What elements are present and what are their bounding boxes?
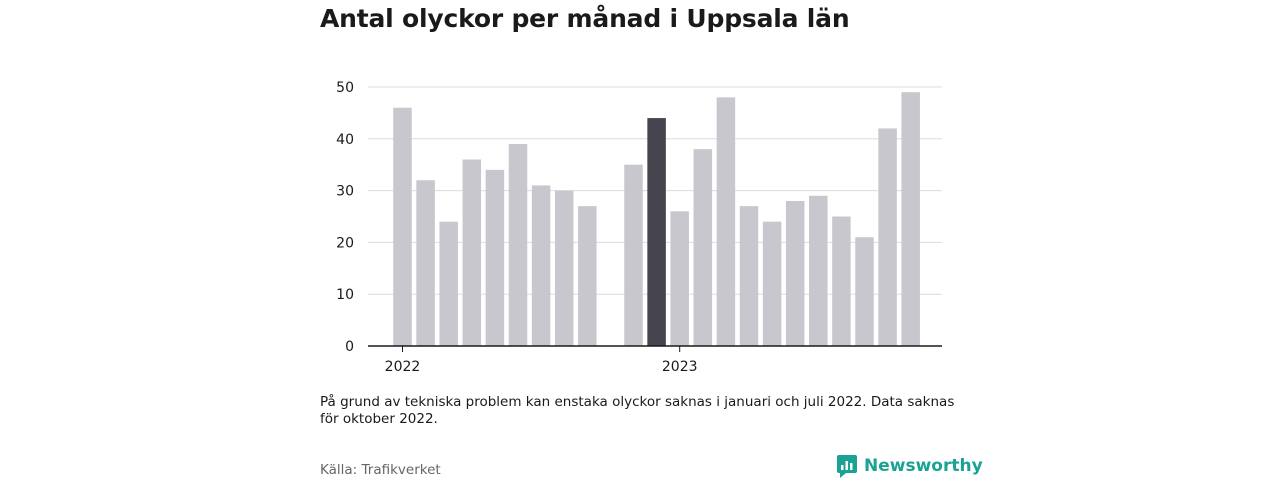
bar-2022-05 bbox=[485, 169, 505, 346]
newsworthy-logo: Newsworthy bbox=[836, 454, 983, 478]
y-tick-label-20: 20 bbox=[336, 235, 354, 251]
bar-2022-06 bbox=[508, 143, 528, 346]
brand-name: Newsworthy bbox=[864, 456, 983, 476]
x-tick-label-2022: 2022 bbox=[385, 359, 421, 375]
bar-2023-08 bbox=[832, 216, 851, 346]
x-tick-label-2023: 2023 bbox=[662, 359, 698, 375]
bar-2023-09 bbox=[855, 237, 874, 346]
bar-2023-07 bbox=[809, 195, 828, 346]
y-tick-label-0: 0 bbox=[345, 339, 354, 355]
chart-title: Antal olyckor per månad i Uppsala län bbox=[320, 4, 850, 33]
bar-2022-08 bbox=[554, 190, 574, 346]
source-label: Källa: Trafikverket bbox=[320, 462, 441, 478]
bar-2022-09 bbox=[578, 206, 597, 346]
bar-2022-01 bbox=[393, 107, 412, 346]
bar-2022-07 bbox=[531, 185, 551, 346]
y-tick-label-40: 40 bbox=[336, 132, 354, 148]
bar-2022-12 bbox=[647, 118, 666, 346]
bar-2023-06 bbox=[785, 200, 805, 346]
y-tick-label-10: 10 bbox=[336, 287, 354, 303]
bar-2023-02 bbox=[693, 149, 713, 346]
bar-2022-11 bbox=[624, 164, 643, 346]
bar-2022-02 bbox=[416, 180, 435, 346]
data-label-2024-01: 49 bbox=[948, 0, 966, 4]
y-tick-label-50: 50 bbox=[336, 80, 354, 96]
bar-chart: 0 10 20 30 40 50 2022 2023 49 bbox=[336, 0, 966, 375]
bar-2022-04 bbox=[462, 159, 482, 346]
bar-2023-11 bbox=[901, 92, 920, 347]
bar-2022-03 bbox=[439, 221, 458, 346]
bar-2023-04 bbox=[739, 206, 759, 346]
bar-2023-03 bbox=[716, 97, 736, 346]
bar-2023-05 bbox=[762, 221, 782, 346]
newsworthy-icon bbox=[837, 455, 857, 478]
y-tick-label-30: 30 bbox=[336, 184, 354, 200]
bar-2023-01 bbox=[670, 211, 689, 346]
bar-2023-10 bbox=[878, 128, 897, 346]
chart-note: På grund av tekniska problem kan enstaka… bbox=[320, 394, 955, 427]
